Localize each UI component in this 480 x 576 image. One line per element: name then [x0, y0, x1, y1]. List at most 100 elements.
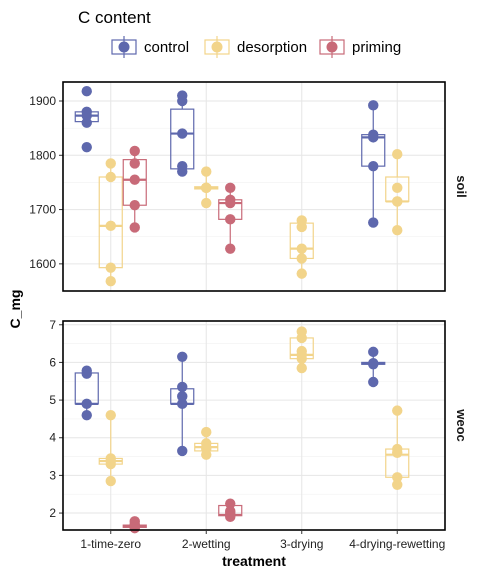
box-desorption-1-time-zero	[98, 409, 123, 487]
data-point	[105, 220, 116, 232]
legend-key-point	[326, 41, 338, 53]
data-point	[225, 182, 236, 194]
data-point	[177, 128, 188, 139]
data-point	[392, 225, 403, 236]
data-point	[225, 511, 236, 523]
data-point	[368, 160, 379, 172]
data-point	[129, 174, 140, 185]
data-point	[296, 221, 307, 233]
box-control-2-wetting	[170, 90, 195, 177]
data-point	[201, 166, 212, 177]
data-point	[177, 398, 188, 410]
x-tick-label: 4-drying-rewetting	[349, 537, 445, 551]
data-point	[368, 217, 379, 228]
data-point	[296, 332, 307, 344]
y-tick-label: 1800	[29, 148, 56, 162]
data-point	[81, 398, 92, 410]
box-desorption-3-drying	[289, 215, 314, 279]
box-control-4-drying-rewetting	[361, 100, 386, 228]
legend-entry-desorption: desorption	[204, 36, 307, 58]
data-point	[129, 200, 140, 211]
data-point	[81, 368, 92, 379]
box-desorption-3-drying	[289, 326, 314, 374]
data-point	[392, 405, 403, 416]
legend-key-box	[204, 39, 230, 55]
facet-label-weoc: weoc	[454, 408, 469, 442]
data-point	[296, 243, 307, 254]
data-point	[81, 141, 92, 153]
data-point	[105, 475, 116, 487]
y-tick-label: 1600	[29, 257, 56, 271]
data-point	[368, 346, 379, 358]
data-point	[392, 479, 403, 491]
y-tick-label: 1700	[29, 203, 56, 217]
data-point	[129, 222, 140, 233]
data-point	[225, 243, 236, 254]
data-point	[392, 196, 403, 207]
data-point	[392, 149, 403, 160]
data-point	[177, 445, 188, 457]
box-priming-2-wetting	[218, 498, 243, 523]
x-axis-title: treatment	[222, 553, 286, 569]
legend: C content control desorption priming	[78, 8, 401, 58]
box-desorption-1-time-zero	[98, 158, 123, 287]
y-tick-label: 4	[49, 431, 56, 445]
box-control-1-time-zero	[74, 86, 99, 153]
legend-key-point	[211, 41, 223, 53]
x-tick-label: 3-drying	[280, 537, 323, 551]
data-point	[177, 351, 188, 362]
legend-label-priming: priming	[352, 39, 401, 56]
data-point	[296, 253, 307, 264]
data-point	[392, 447, 403, 459]
y-tick-label: 3	[49, 468, 56, 482]
data-point	[177, 381, 188, 393]
legend-entry-priming: priming	[319, 36, 401, 58]
box-desorption-4-drying-rewetting	[385, 149, 410, 236]
data-point	[81, 409, 92, 421]
data-point	[129, 522, 140, 534]
data-point	[177, 95, 188, 107]
y-tick-label: 6	[49, 355, 56, 369]
box-priming-1-time-zero	[122, 145, 147, 233]
facet-label-soil: soil	[454, 175, 469, 197]
data-point	[368, 132, 379, 143]
box-desorption-2-wetting	[194, 426, 219, 460]
data-point	[105, 171, 116, 183]
panel-weoc: 2 3 4 5 6 7 weoc	[49, 318, 469, 534]
data-point	[201, 182, 212, 194]
data-point	[201, 449, 212, 460]
legend-title: C content	[78, 8, 151, 27]
box-priming-2-wetting	[218, 182, 243, 254]
data-point	[225, 197, 236, 209]
data-point	[129, 158, 140, 169]
box-control-4-drying-rewetting	[361, 346, 386, 388]
data-point	[225, 498, 236, 509]
data-point	[177, 166, 188, 177]
x-tick-label: 1-time-zero	[80, 537, 141, 551]
panels: 1600 1700 1800 1900 soil 2 3 4 5 6 7 weoc 1-time-zer…	[29, 81, 469, 551]
data-point	[392, 472, 403, 483]
data-point	[392, 182, 403, 194]
box-desorption-4-drying-rewetting	[385, 405, 410, 491]
legend-entries: control desorption priming	[111, 36, 401, 58]
data-point	[81, 86, 92, 97]
data-point	[368, 100, 379, 111]
data-point	[201, 197, 212, 209]
panel-border	[62, 320, 446, 531]
data-point	[81, 117, 92, 128]
data-point	[296, 268, 307, 279]
legend-label-desorption: desorption	[237, 39, 307, 56]
legend-key-point	[118, 41, 130, 53]
box-control-1-time-zero	[74, 365, 99, 421]
box-desorption-2-wetting	[194, 166, 219, 209]
legend-key-box	[319, 39, 345, 55]
data-point	[225, 214, 236, 225]
data-point	[177, 391, 188, 402]
y-tick-label: 5	[49, 393, 56, 407]
y-tick-label: 2	[49, 506, 56, 520]
data-point	[105, 409, 116, 421]
y-tick-label: 7	[49, 318, 56, 332]
data-point	[368, 359, 379, 370]
data-point	[105, 158, 116, 169]
